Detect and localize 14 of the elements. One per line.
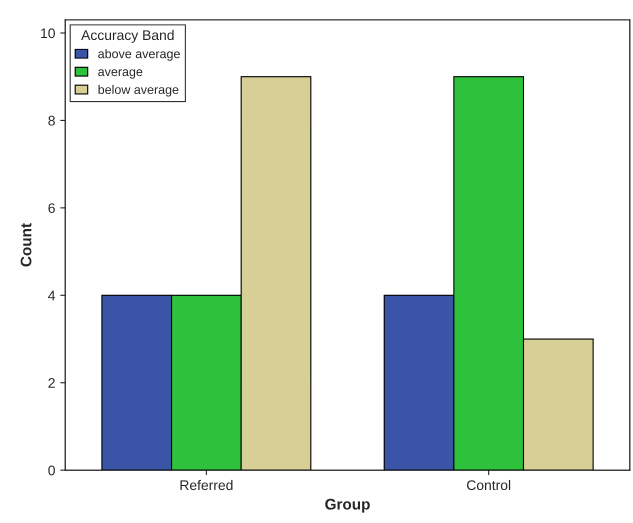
x-tick-label: Control	[466, 480, 510, 490]
x-axis-title: Group	[325, 498, 370, 513]
legend-label: above average	[98, 49, 180, 61]
y-tick-label: 8	[48, 116, 55, 126]
x-tick-label: Referred	[180, 480, 232, 490]
y-tick-label: 6	[48, 203, 55, 214]
legend-label: below average	[98, 84, 178, 97]
y-tick-label: 2	[48, 378, 55, 388]
y-tick-label: 10	[41, 28, 55, 38]
y-tick-label: 0	[48, 466, 55, 476]
legend-title: Accuracy Band	[81, 30, 174, 43]
y-axis-title: Count	[20, 223, 32, 266]
y-tick-label: 4	[48, 290, 56, 300]
legend-label: average	[98, 69, 142, 79]
